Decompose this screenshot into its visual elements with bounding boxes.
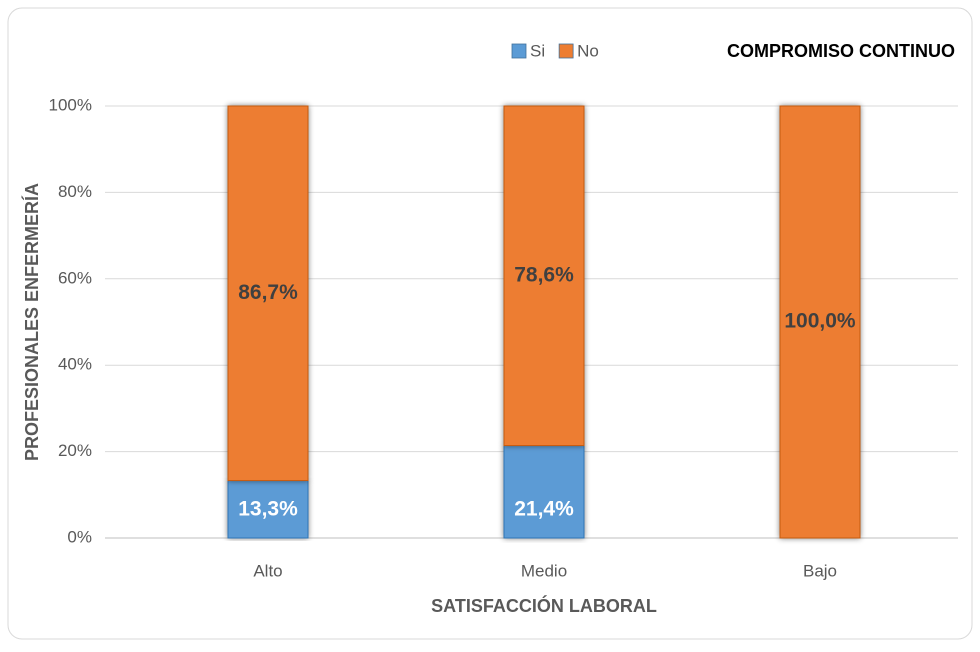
data-label: 100,0% xyxy=(784,310,856,333)
y-tick-label: 20% xyxy=(58,441,92,460)
y-tick-label: 80% xyxy=(58,182,92,201)
legend-swatch xyxy=(558,43,574,59)
bar-segment xyxy=(227,480,309,539)
data-label: 13,3% xyxy=(238,498,298,521)
y-tick-label: 40% xyxy=(58,355,92,374)
x-axis-title: SATISFACCIÓN LABORAL xyxy=(431,595,657,616)
x-tick-label: Bajo xyxy=(803,561,837,580)
bar-segment xyxy=(503,105,585,447)
chart-title: COMPROMISO CONTINUO xyxy=(727,41,955,61)
legend-label: Si xyxy=(530,41,545,60)
x-tick-label: Medio xyxy=(521,561,567,580)
bar-segment xyxy=(503,445,585,539)
data-label: 21,4% xyxy=(514,498,574,521)
x-tick-label: Alto xyxy=(253,561,282,580)
data-label: 86,7% xyxy=(238,281,298,304)
y-tick-label: 0% xyxy=(67,527,92,546)
bar-segment xyxy=(779,105,861,539)
y-tick-label: 60% xyxy=(58,268,92,287)
bar-segment xyxy=(227,105,309,482)
y-tick-label: 100% xyxy=(49,95,92,114)
legend-swatch xyxy=(511,43,527,59)
y-axis-title: PROFESIONALES ENFERMERÍA xyxy=(21,183,42,461)
legend-label: No xyxy=(577,41,599,60)
data-label: 78,6% xyxy=(514,263,574,286)
